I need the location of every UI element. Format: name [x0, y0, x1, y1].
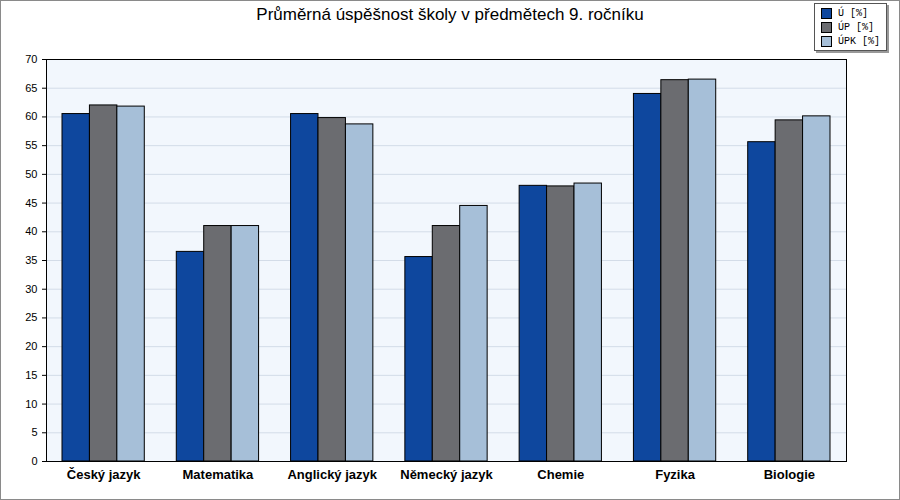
- svg-text:55: 55: [25, 139, 37, 151]
- svg-text:20: 20: [25, 340, 37, 352]
- svg-text:5: 5: [31, 426, 37, 438]
- svg-text:Německý jazyk: Německý jazyk: [400, 467, 493, 482]
- svg-text:40: 40: [25, 225, 37, 237]
- svg-text:0: 0: [31, 455, 37, 467]
- svg-text:60: 60: [25, 110, 37, 122]
- svg-text:35: 35: [25, 254, 37, 266]
- svg-text:Matematika: Matematika: [183, 467, 255, 482]
- svg-text:10: 10: [25, 398, 37, 410]
- svg-text:25: 25: [25, 311, 37, 323]
- svg-text:45: 45: [25, 197, 37, 209]
- svg-text:Anglický jazyk: Anglický jazyk: [287, 467, 377, 482]
- svg-text:Český jazyk: Český jazyk: [67, 467, 141, 482]
- html-text:ÚP [%]: ÚP [%]: [838, 21, 874, 33]
- svg-text:15: 15: [25, 369, 37, 381]
- html-text:Průměrná úspěšnost školy v pře: Průměrná úspěšnost školy v předmětech 9.…: [256, 5, 644, 24]
- svg-text:70: 70: [25, 53, 37, 65]
- svg-text:Biologie: Biologie: [764, 467, 815, 482]
- svg-text:65: 65: [25, 82, 37, 94]
- svg-text:30: 30: [25, 283, 37, 295]
- html-text:ÚPK [%]: ÚPK [%]: [838, 35, 880, 47]
- svg-text:50: 50: [25, 168, 37, 180]
- svg-text:Chemie: Chemie: [537, 467, 584, 482]
- html-text:Ú [%]: Ú [%]: [838, 7, 868, 19]
- svg-text:Fyzika: Fyzika: [655, 467, 696, 482]
